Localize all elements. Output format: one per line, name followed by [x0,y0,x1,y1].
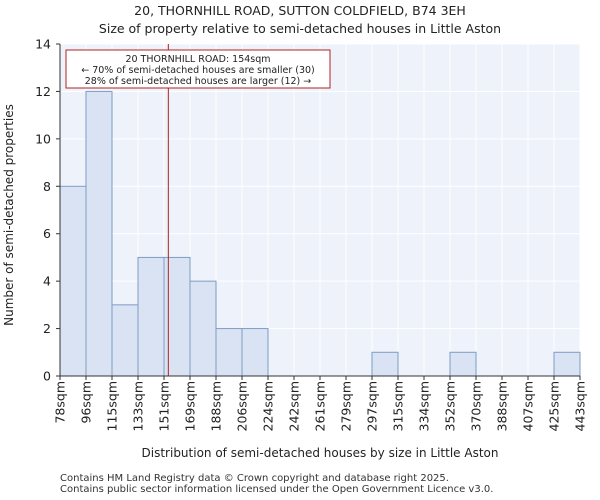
x-tick-label: 188sqm [209,381,224,431]
x-tick-label: 279sqm [339,381,354,431]
y-tick-label: 6 [43,226,51,241]
y-tick-label: 0 [43,369,51,384]
x-tick-label: 169sqm [183,381,198,431]
x-tick-label: 388sqm [495,381,510,431]
x-tick-label: 334sqm [417,381,432,431]
x-tick-label: 370sqm [469,381,484,431]
footer-line-2: Contains public sector information licen… [60,484,494,495]
annotation-line: 28% of semi-detached houses are larger (… [85,76,312,87]
x-tick-label: 151sqm [157,381,172,431]
y-tick-label: 12 [35,84,51,99]
x-tick-label: 115sqm [105,381,120,431]
x-tick-label: 315sqm [391,381,406,431]
property-marker: 20 THORNHILL ROAD: 154sqm← 70% of semi-d… [65,44,331,376]
y-tick-label: 8 [43,179,51,194]
annotation-box [65,49,331,89]
bar [241,328,269,377]
bar [85,90,113,377]
y-tick-label: 14 [35,37,51,52]
y-tick-label: 2 [43,321,51,336]
x-tick-label: 352sqm [443,381,458,431]
y-axis-label: Number of semi-detached properties [2,104,16,326]
x-tick-label: 96sqm [79,381,94,424]
x-tick-label: 78sqm [53,381,68,424]
x-tick-label: 425sqm [547,381,562,431]
bar [189,280,217,377]
chart-subtitle: Size of property relative to semi-detach… [98,21,502,36]
x-tick-label: 297sqm [365,381,380,431]
x-tick-label: 443sqm [573,381,588,431]
x-axis-label: Distribution of semi-detached houses by … [142,446,499,460]
annotation-line: 20 THORNHILL ROAD: 154sqm [125,54,270,65]
y-tick-label: 10 [35,131,51,146]
bar [111,304,139,377]
bar [553,351,581,377]
x-tick-label: 133sqm [131,381,146,431]
x-tick-label: 224sqm [261,381,276,431]
footer-line-1: Contains HM Land Registry data © Crown c… [60,473,449,484]
bars [59,90,581,377]
axes: 0 2 4 6 8 10 12 14 78sqm 96sqm 115sqm 133sqm 151sqm 1… [35,37,587,432]
bar [59,185,87,377]
chart-title: 20, THORNHILL ROAD, SUTTON COLDFIELD, B7… [134,3,466,18]
x-tick-label: 206sqm [235,381,250,431]
x-tick-label: 407sqm [521,381,536,431]
bar [215,328,243,377]
x-tick-label: 261sqm [313,381,328,431]
bar [371,351,399,377]
y-tick-label: 4 [43,274,51,289]
annotation-line: ← 70% of semi-detached houses are smalle… [81,65,315,76]
bar [137,256,165,377]
bar [449,351,477,377]
x-tick-label: 242sqm [287,381,302,431]
